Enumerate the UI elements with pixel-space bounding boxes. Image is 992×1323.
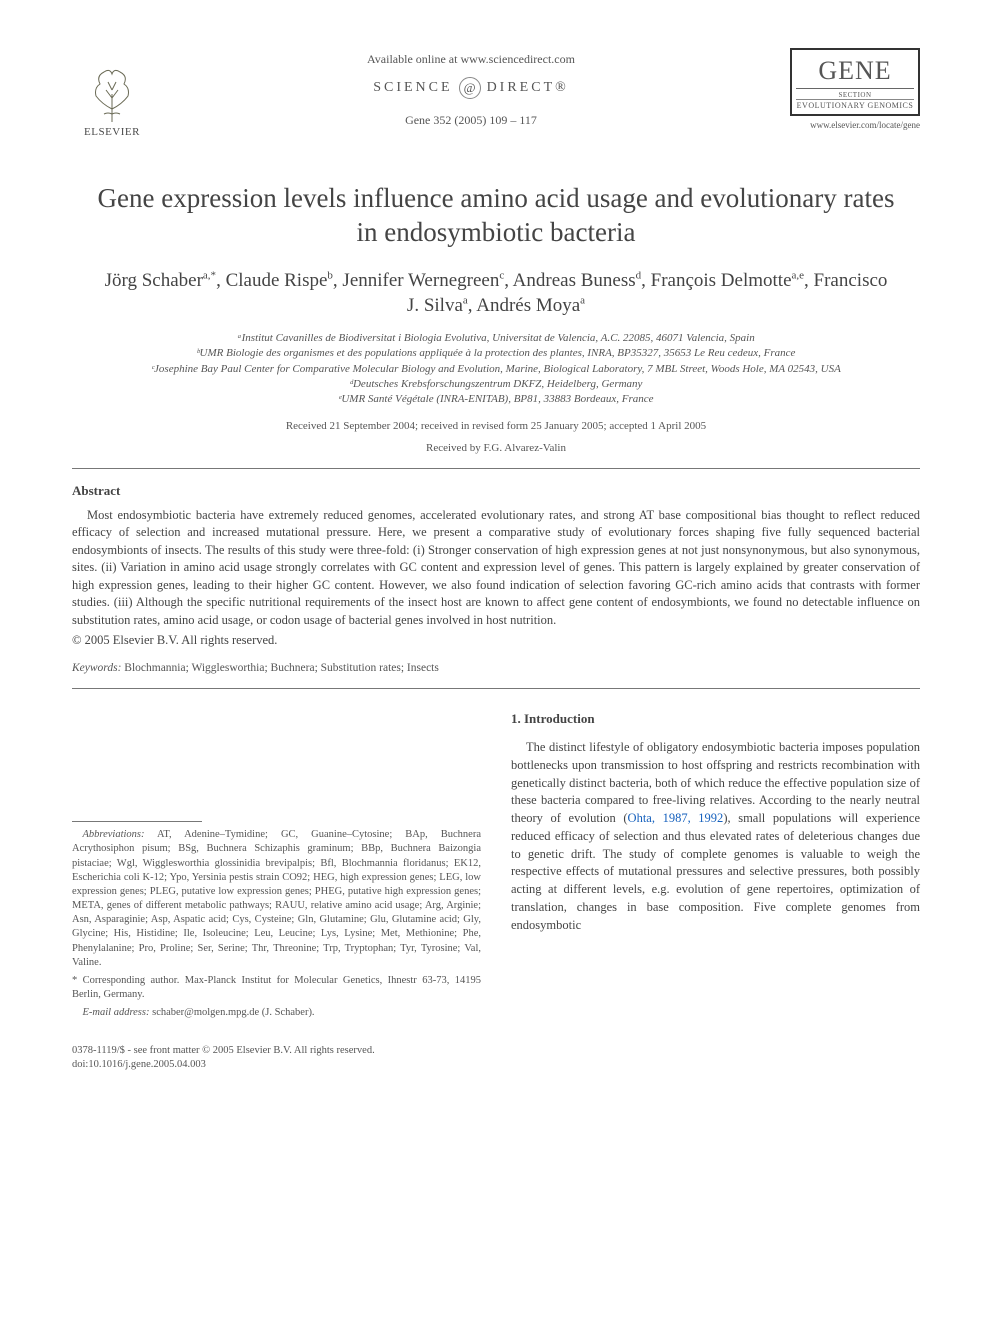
affiliation: ᵈDeutsches Krebsforschungszentrum DKFZ, … [82,377,910,392]
email-label: E-mail address: [83,1007,150,1018]
journal-box: GENE SECTION EVOLUTIONARY GENOMICS [790,48,920,116]
abstract-copyright: © 2005 Elsevier B.V. All rights reserved… [72,633,920,648]
citation-text: Gene 352 (2005) 109 – 117 [152,113,790,128]
header-row: ELSEVIER Available online at www.science… [72,48,920,138]
journal-title: GENE [796,56,914,89]
rule-below-keywords [72,688,920,689]
abbrev-footnote: Abbreviations: AT, Adenine–Tymidine; GC,… [72,828,481,970]
sd-left: SCIENCE [373,80,452,96]
affiliation: ᵇUMR Biologie des organismes et des popu… [82,346,910,361]
affiliation: ᶜJosephine Bay Paul Center for Comparati… [82,362,910,377]
publisher-name: ELSEVIER [84,126,140,138]
rule-above-abstract [72,468,920,469]
center-header: Available online at www.sciencedirect.co… [152,48,790,128]
email-text: schaber@molgen.mpg.de (J. Schaber). [149,1007,314,1018]
intro-body: The distinct lifestyle of obligatory end… [511,739,920,934]
sciencedirect-logo: SCIENCE @ DIRECT® [373,77,569,99]
abstract-heading: Abstract [72,483,920,499]
keywords-label: Keywords: [72,662,121,674]
footer-block: 0378-1119/$ - see front matter © 2005 El… [72,1044,920,1071]
footnote-rule [72,821,202,822]
affiliations-block: ᵃInstitut Cavanilles de Biodiversitat i … [82,331,910,408]
abbrev-label: Abbreviations: [83,829,145,840]
abstract-body: Most endosymbiotic bacteria have extreme… [72,507,920,630]
journal-section-label: SECTION [796,91,914,99]
affiliation: ᵉUMR Santé Végétale (INRA-ENITAB), BP81,… [82,392,910,407]
elsevier-tree-icon [82,64,142,124]
email-footnote: E-mail address: schaber@molgen.mpg.de (J… [72,1006,481,1020]
footer-line-1: 0378-1119/$ - see front matter © 2005 El… [72,1044,920,1058]
right-column: 1. Introduction The distinct lifestyle o… [511,711,920,1024]
journal-section: EVOLUTIONARY GENOMICS [796,99,914,110]
dates-line: Received 21 September 2004; received in … [72,420,920,432]
article-title: Gene expression levels influence amino a… [92,182,900,250]
left-column: Abbreviations: AT, Adenine–Tymidine; GC,… [72,711,481,1024]
abbrev-text: AT, Adenine–Tymidine; GC, Guanine–Cytosi… [72,829,481,968]
intro-heading: 1. Introduction [511,711,920,727]
keywords-text: Blochmannia; Wigglesworthia; Buchnera; S… [121,662,438,674]
keywords-line: Keywords: Blochmannia; Wigglesworthia; B… [72,662,920,674]
two-column-body: Abbreviations: AT, Adenine–Tymidine; GC,… [72,711,920,1024]
journal-url: www.elsevier.com/locate/gene [790,120,920,130]
journal-column: GENE SECTION EVOLUTIONARY GENOMICS www.e… [790,48,920,130]
available-online-text: Available online at www.sciencedirect.co… [152,52,790,67]
sd-at-icon: @ [459,77,481,99]
corresponding-author-footnote: * Corresponding author. Max-Planck Insti… [72,974,481,1002]
affiliation: ᵃInstitut Cavanilles de Biodiversitat i … [82,331,910,346]
sd-right: DIRECT® [487,80,569,96]
publisher-logo: ELSEVIER [72,48,152,138]
footnote-block: Abbreviations: AT, Adenine–Tymidine; GC,… [72,828,481,1020]
received-by-line: Received by F.G. Alvarez-Valin [72,442,920,454]
authors-line: Jörg Schabera,*, Claude Rispeb, Jennifer… [102,268,890,319]
footer-line-2: doi:10.1016/j.gene.2005.04.003 [72,1058,920,1072]
